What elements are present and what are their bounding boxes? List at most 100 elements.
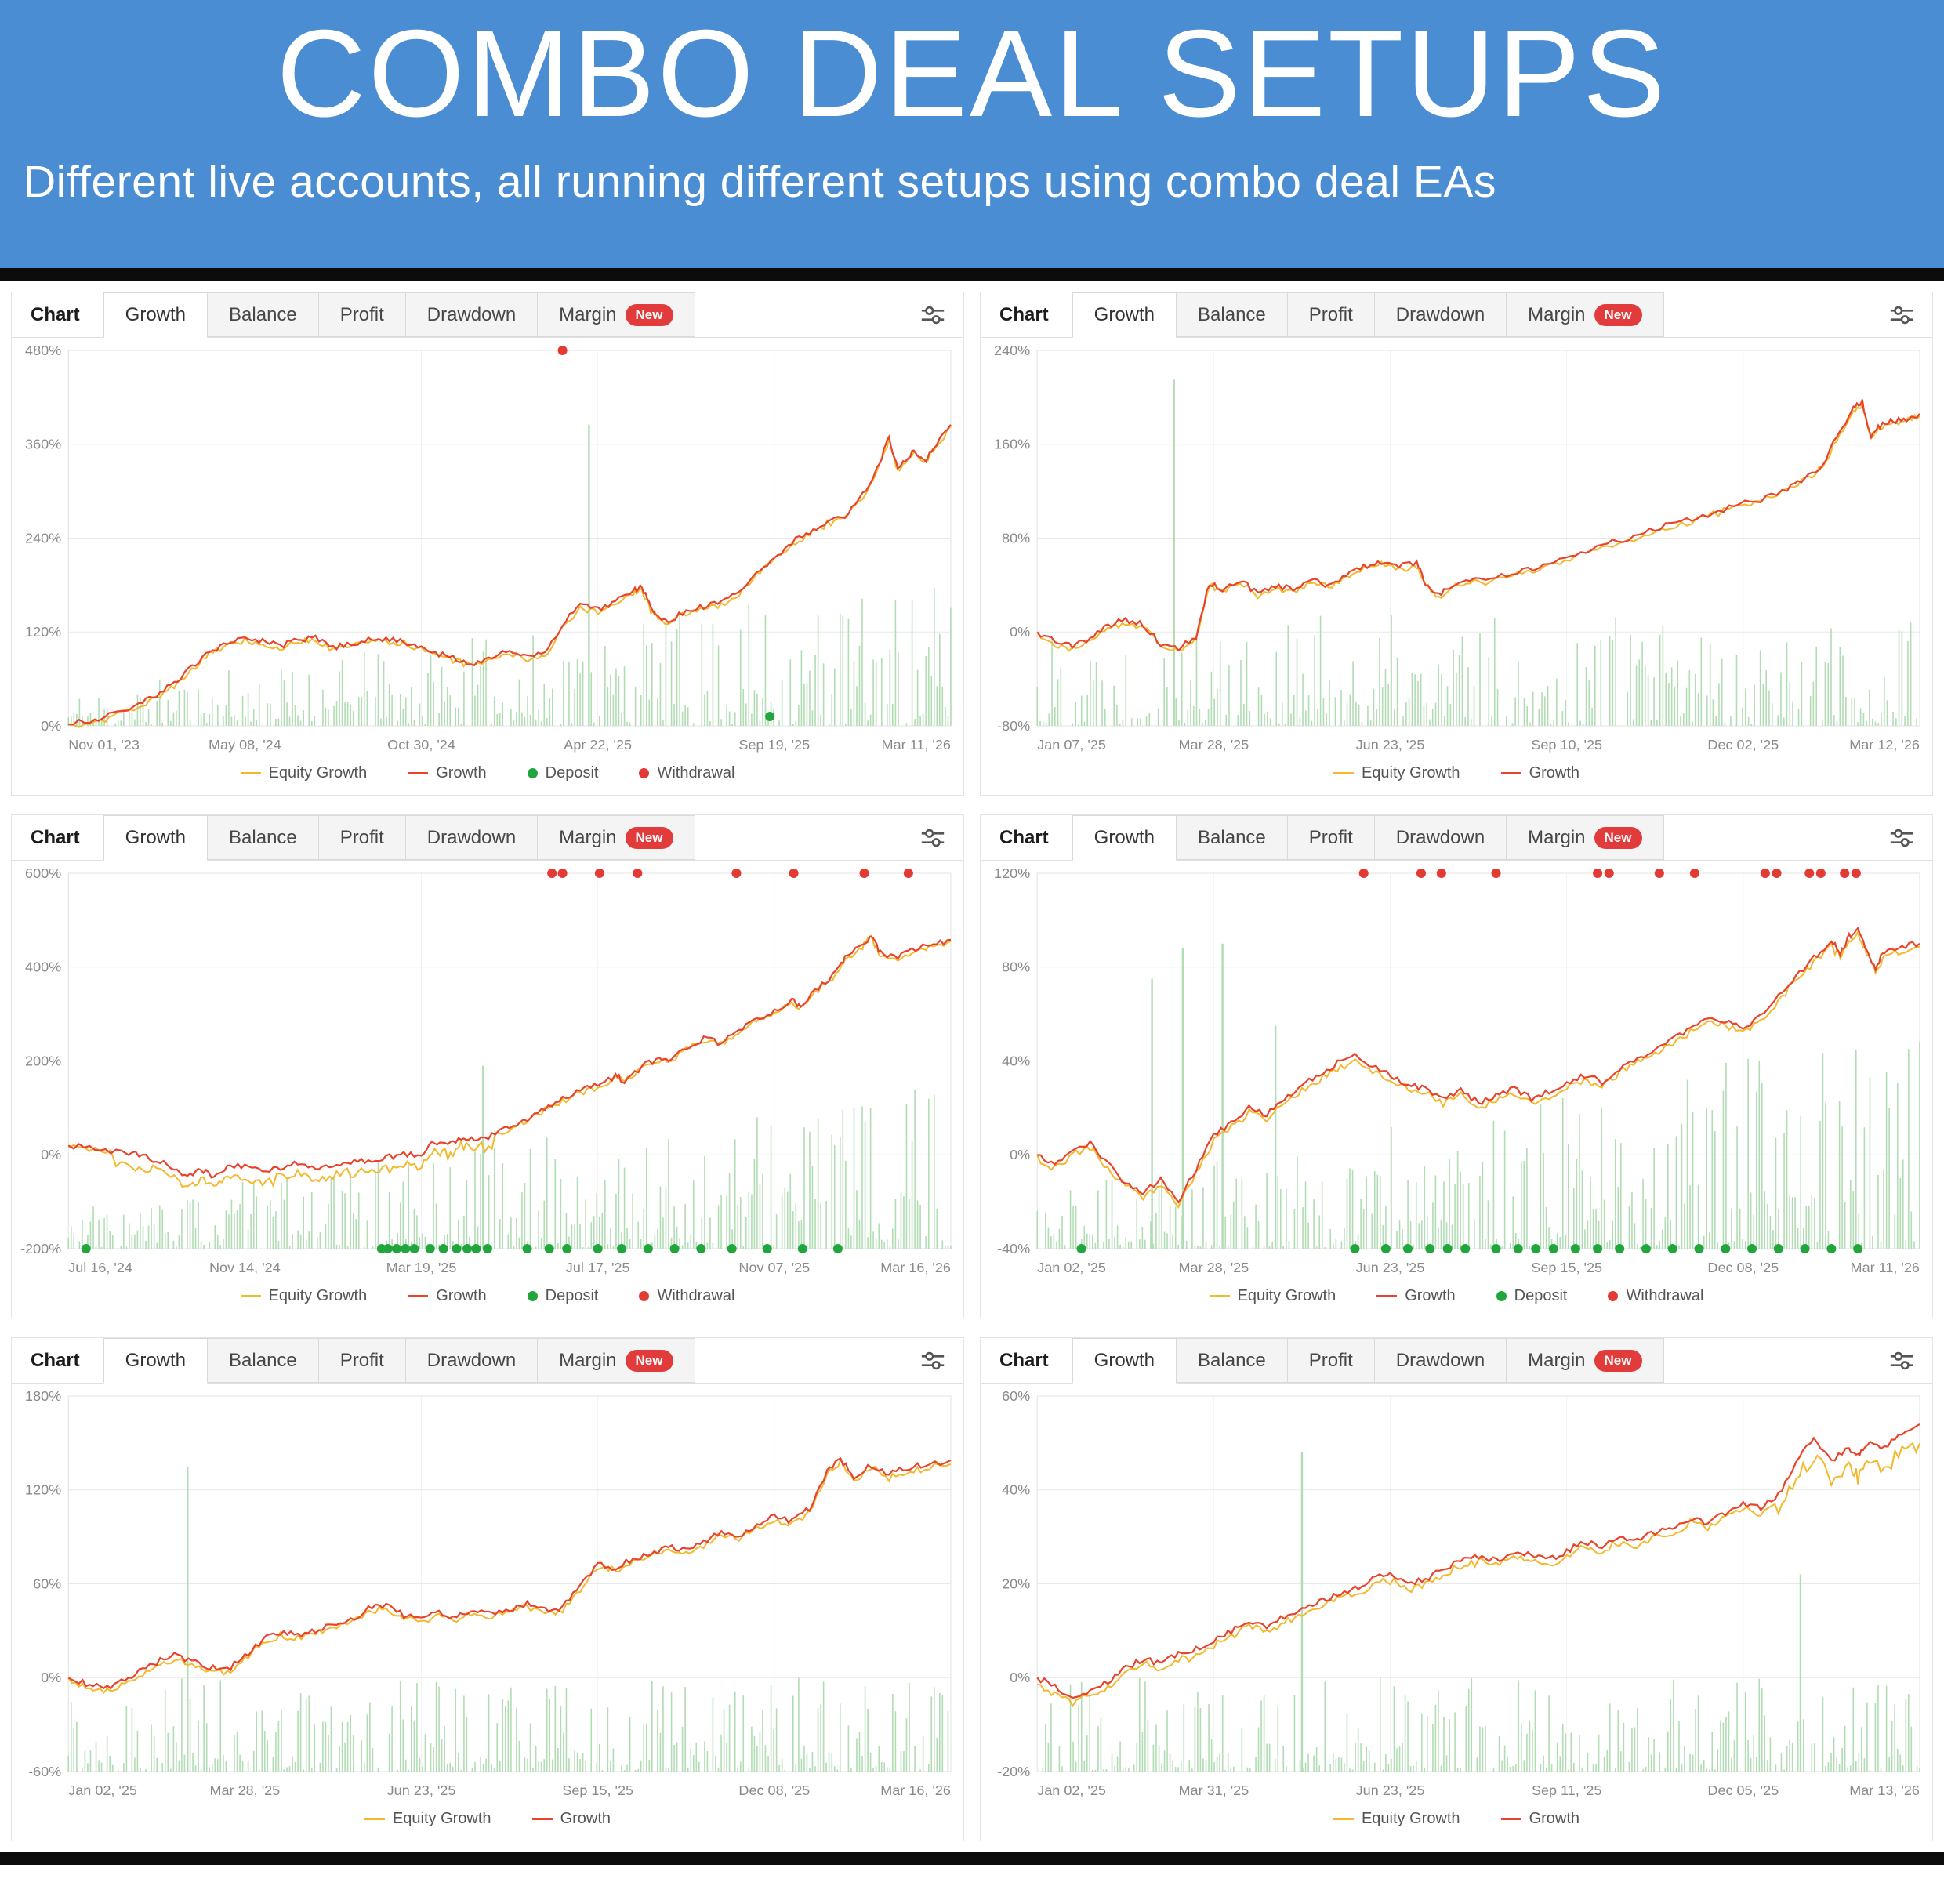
svg-text:200%: 200% — [25, 1054, 61, 1069]
svg-text:Mar 12, '26: Mar 12, '26 — [1849, 737, 1920, 753]
tab-chart[interactable]: Chart — [999, 826, 1049, 848]
tab-margin[interactable]: Margin New — [537, 815, 695, 860]
legend-label: Equity Growth — [1361, 1810, 1460, 1827]
tab-profit[interactable]: Profit — [317, 292, 406, 337]
tab-drawdown[interactable]: Drawdown — [1373, 292, 1507, 337]
svg-text:160%: 160% — [994, 437, 1030, 452]
legend-item: Growth — [1500, 764, 1580, 782]
tab-balance[interactable]: Balance — [1176, 292, 1288, 337]
svg-text:Jan 02, '25: Jan 02, '25 — [1037, 1783, 1106, 1798]
legend-item: Deposit — [527, 764, 598, 782]
chart-settings-button[interactable] — [1879, 292, 1924, 337]
legend-label: Deposit — [1514, 1287, 1568, 1304]
tab-margin-label: Margin — [1528, 303, 1586, 325]
footer-bar — [0, 1852, 1944, 1865]
svg-text:240%: 240% — [25, 531, 61, 546]
tab-margin[interactable]: Margin New — [1506, 815, 1664, 860]
tab-growth[interactable]: Growth — [1072, 815, 1177, 861]
tabbar-spacer — [1664, 1338, 1880, 1383]
legend-item: Equity Growth — [240, 1287, 367, 1305]
svg-text:120%: 120% — [994, 865, 1030, 881]
svg-text:0%: 0% — [41, 1147, 61, 1162]
tab-margin-label: Margin — [559, 1349, 617, 1371]
tab-growth[interactable]: Growth — [103, 292, 209, 338]
equity-growth-line-icon — [364, 1818, 385, 1820]
legend-label: Deposit — [545, 1287, 599, 1304]
tab-profit[interactable]: Profit — [317, 815, 406, 860]
svg-text:180%: 180% — [25, 1388, 61, 1404]
new-badge: New — [625, 1349, 673, 1372]
tab-chart[interactable]: Chart — [999, 303, 1049, 325]
chart-legend: Equity Growth Growth — [12, 1807, 963, 1841]
legend-label: Growth — [1529, 1810, 1580, 1827]
chart-settings-button[interactable] — [1879, 815, 1924, 860]
tab-drawdown[interactable]: Drawdown — [404, 1338, 539, 1383]
growth-chart: Nov 01, '23 May 08, '24 Oct 30, '24 Apr 22,… — [25, 343, 952, 753]
tab-margin[interactable]: Margin New — [1506, 1338, 1664, 1383]
svg-text:600%: 600% — [25, 865, 61, 881]
chart-panels-grid: Chart Growth Balance Profit Drawdown Mar… — [0, 281, 1944, 1852]
svg-text:Jul 16, '24: Jul 16, '24 — [68, 1260, 132, 1275]
sliders-icon — [1890, 829, 1913, 847]
legend-label: Equity Growth — [1237, 1287, 1336, 1304]
legend-label: Withdrawal — [657, 1287, 735, 1304]
svg-text:-60%: -60% — [28, 1764, 61, 1779]
tab-margin[interactable]: Margin New — [537, 292, 695, 337]
svg-text:-200%: -200% — [20, 1241, 61, 1257]
tab-growth[interactable]: Growth — [1072, 292, 1177, 338]
legend-item: Equity Growth — [240, 764, 367, 782]
chart-tabbar: Chart Growth Balance Profit Drawdown Mar… — [12, 815, 963, 861]
svg-text:Jul 17, '25: Jul 17, '25 — [566, 1260, 630, 1275]
svg-text:Dec 08, '25: Dec 08, '25 — [738, 1783, 810, 1798]
tab-drawdown[interactable]: Drawdown — [404, 815, 539, 860]
chart-settings-button[interactable] — [910, 292, 956, 337]
tab-balance[interactable]: Balance — [207, 292, 319, 337]
legend-item: Equity Growth — [1333, 764, 1460, 782]
tab-profit[interactable]: Profit — [1286, 292, 1375, 337]
svg-text:Nov 07, '25: Nov 07, '25 — [738, 1260, 810, 1275]
chart-settings-button[interactable] — [1879, 1338, 1924, 1383]
tab-drawdown[interactable]: Drawdown — [404, 292, 539, 337]
svg-text:Dec 05, '25: Dec 05, '25 — [1707, 1783, 1779, 1798]
tab-chart[interactable]: Chart — [999, 1349, 1049, 1371]
tab-growth[interactable]: Growth — [103, 1338, 209, 1384]
tab-balance[interactable]: Balance — [1176, 1338, 1288, 1383]
svg-text:40%: 40% — [1002, 1482, 1030, 1498]
tab-chart[interactable]: Chart — [31, 826, 80, 848]
chart-tabbar: Chart Growth Balance Profit Drawdown Mar… — [981, 815, 1932, 861]
tab-growth[interactable]: Growth — [1072, 1338, 1177, 1384]
legend-item: Withdrawal — [1608, 1287, 1703, 1305]
tab-margin-label: Margin — [559, 826, 617, 848]
growth-chart: Jan 07, '25 Mar 28, '25 Jun 23, '25 Sep 10,… — [994, 343, 1920, 753]
tab-balance[interactable]: Balance — [207, 815, 319, 860]
chart-settings-button[interactable] — [910, 815, 956, 860]
svg-text:Mar 19, '25: Mar 19, '25 — [386, 1260, 457, 1275]
legend-item: Equity Growth — [1209, 1287, 1336, 1305]
legend-label: Withdrawal — [1626, 1287, 1704, 1304]
svg-text:Mar 31, '25: Mar 31, '25 — [1179, 1783, 1249, 1798]
chart-tabbar: Chart Growth Balance Profit Drawdown Mar… — [12, 1338, 963, 1384]
tab-profit[interactable]: Profit — [1286, 1338, 1375, 1383]
tab-growth[interactable]: Growth — [103, 815, 209, 861]
tab-balance[interactable]: Balance — [207, 1338, 319, 1383]
legend-item: Growth — [408, 764, 487, 782]
svg-text:-40%: -40% — [997, 1241, 1030, 1257]
equity-growth-line-icon — [1333, 772, 1354, 774]
chart-legend: Equity Growth Growth Deposit Withdrawal — [981, 1284, 1932, 1318]
svg-text:Apr 22, '25: Apr 22, '25 — [564, 737, 632, 753]
tab-profit[interactable]: Profit — [1286, 815, 1375, 860]
tab-drawdown[interactable]: Drawdown — [1373, 1338, 1507, 1383]
tab-margin-label: Margin — [559, 303, 617, 325]
tab-margin[interactable]: Margin New — [1506, 292, 1664, 337]
svg-text:0%: 0% — [1010, 1670, 1030, 1685]
legend-item: Withdrawal — [639, 1287, 734, 1305]
legend-label: Growth — [436, 764, 487, 782]
chart-settings-button[interactable] — [910, 1338, 956, 1383]
tab-margin[interactable]: Margin New — [537, 1338, 695, 1383]
tab-chart[interactable]: Chart — [31, 1349, 80, 1371]
tab-chart[interactable]: Chart — [31, 303, 80, 325]
tab-drawdown[interactable]: Drawdown — [1373, 815, 1507, 860]
svg-text:Mar 11, '26: Mar 11, '26 — [1851, 1260, 1920, 1275]
tab-profit[interactable]: Profit — [317, 1338, 406, 1383]
tab-balance[interactable]: Balance — [1176, 815, 1288, 860]
